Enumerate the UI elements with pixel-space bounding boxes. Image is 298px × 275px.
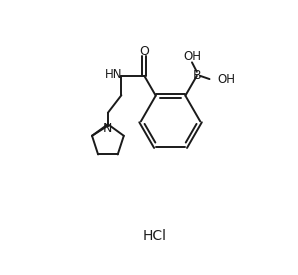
Text: B: B <box>193 69 201 82</box>
Text: O: O <box>139 45 149 57</box>
Text: OH: OH <box>218 73 236 86</box>
Text: N: N <box>103 122 113 135</box>
Text: HCl: HCl <box>142 229 166 243</box>
Text: HN: HN <box>105 68 122 81</box>
Text: OH: OH <box>183 51 201 64</box>
